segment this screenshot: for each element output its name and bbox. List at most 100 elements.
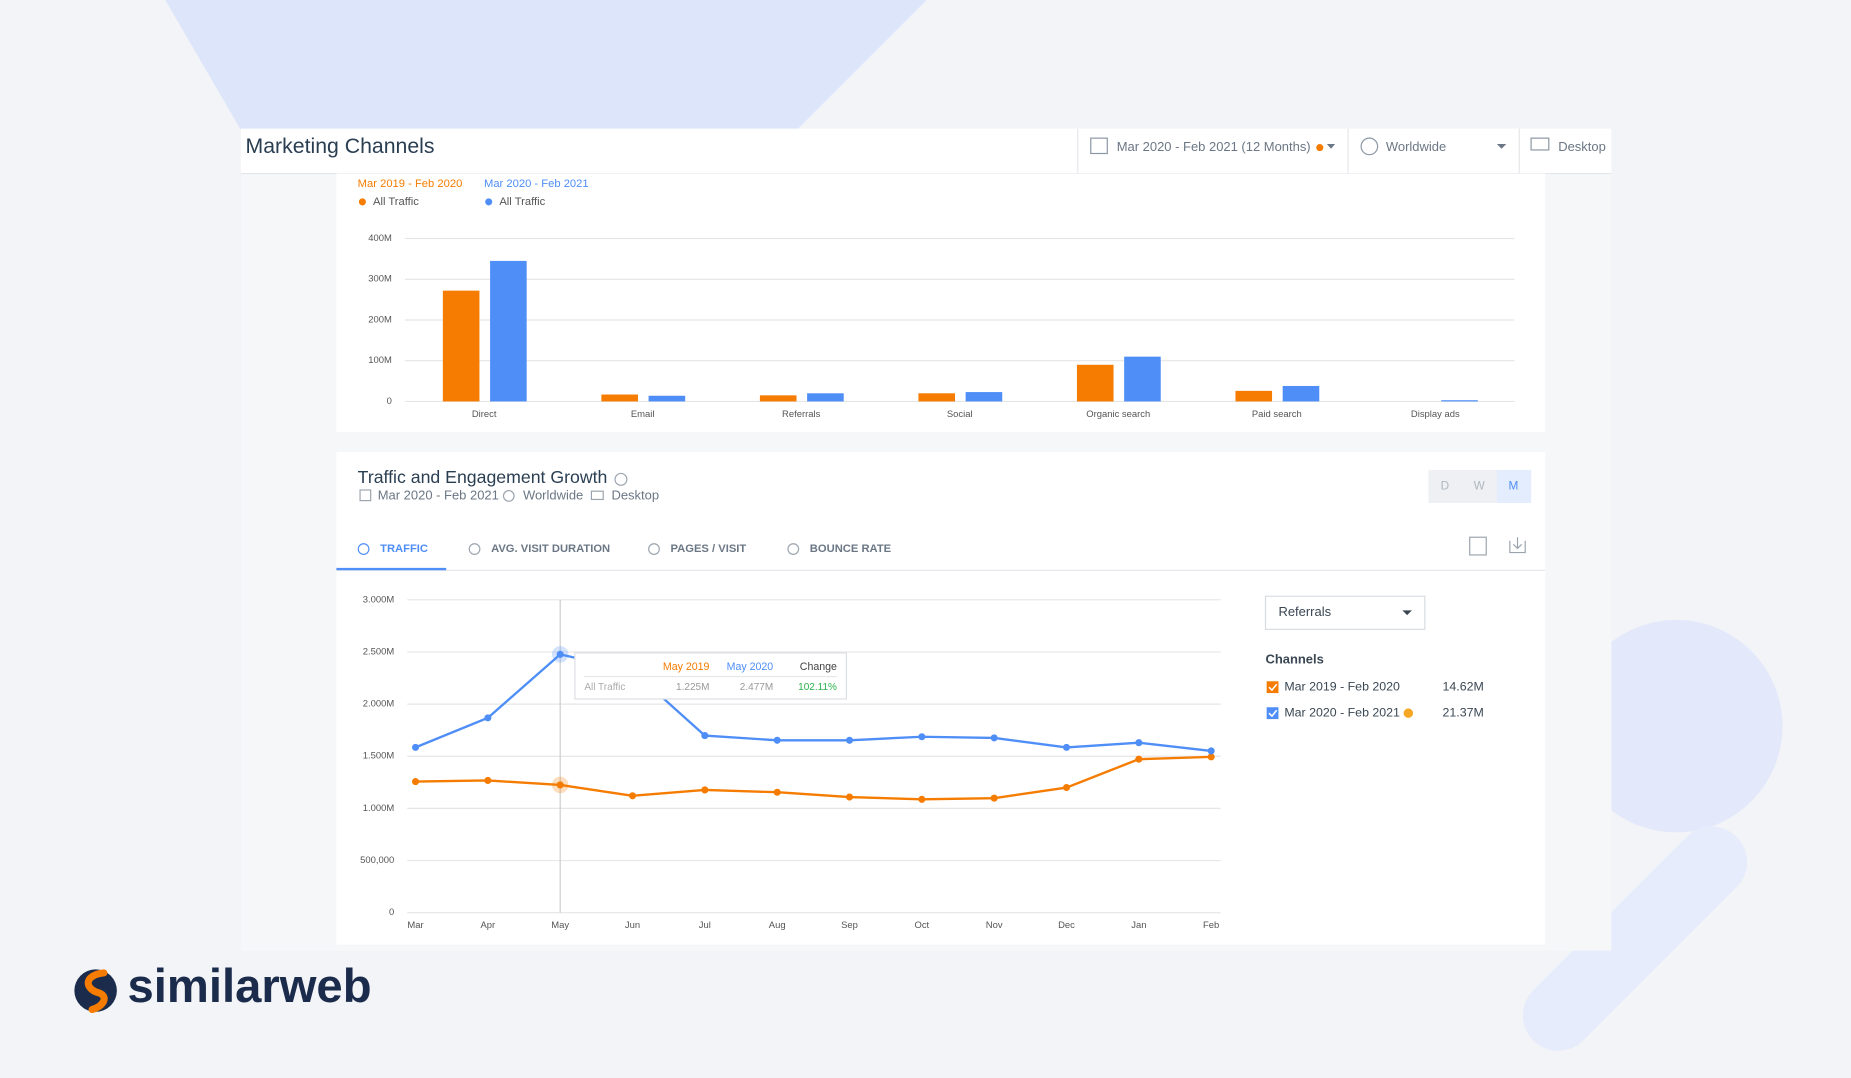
point bbox=[1207, 747, 1215, 755]
caret bbox=[1402, 610, 1412, 616]
monitor-icon bbox=[1530, 137, 1550, 151]
panel-country: Worldwide bbox=[523, 487, 583, 502]
y-tick-label: 100M bbox=[368, 355, 392, 366]
point bbox=[918, 733, 926, 741]
tab-icon bbox=[357, 543, 370, 555]
channel-total: 21.37M bbox=[1443, 705, 1484, 719]
point bbox=[628, 792, 637, 800]
globe-icon bbox=[1360, 137, 1379, 156]
bg-circle bbox=[1570, 619, 1783, 833]
bar bbox=[442, 290, 480, 402]
brand: similarweb bbox=[127, 960, 371, 1013]
x-tick-label: Email bbox=[631, 409, 655, 420]
line-chart: 0 500,000 1.000M 1.500M 2.000M 2.500M 3.000M Ma… bbox=[360, 594, 1221, 931]
x-tick-label: Referrals bbox=[782, 409, 821, 420]
tab[interactable]: PAGES / VISIT bbox=[671, 543, 747, 555]
granularity-option[interactable]: W bbox=[1474, 479, 1486, 493]
tab[interactable]: TRAFFIC bbox=[380, 543, 428, 555]
channel-dropdown[interactable] bbox=[1264, 595, 1426, 630]
date-range[interactable]: Mar 2020 - Feb 2021 (12 Months) bbox=[1117, 139, 1311, 154]
x-tick-label: Feb bbox=[1203, 920, 1219, 931]
device[interactable]: Desktop bbox=[1558, 139, 1606, 154]
y-tick-label: 0 bbox=[387, 396, 392, 407]
point bbox=[411, 778, 420, 786]
bar bbox=[918, 393, 956, 402]
point bbox=[845, 736, 854, 744]
granularity-option[interactable]: M bbox=[1508, 479, 1518, 493]
channel-label: Mar 2019 - Feb 2020 bbox=[1284, 679, 1400, 693]
x-tick-label: Jun bbox=[625, 920, 640, 931]
point bbox=[484, 776, 492, 784]
point bbox=[701, 786, 709, 794]
x-tick-label: Oct bbox=[915, 920, 930, 931]
download-icon[interactable] bbox=[1509, 537, 1526, 554]
tabs: TRAFFIC AVG. VISIT DURATION PAGES / VISIT B… bbox=[357, 543, 892, 555]
x-tick-label: Nov bbox=[986, 920, 1003, 931]
bar bbox=[648, 395, 686, 402]
channel-total: 14.62M bbox=[1443, 679, 1484, 693]
tab[interactable]: AVG. VISIT DURATION bbox=[491, 543, 610, 555]
globe-icon bbox=[502, 490, 515, 502]
point bbox=[411, 743, 420, 751]
tab-icon bbox=[787, 543, 800, 555]
point bbox=[1207, 753, 1215, 761]
tab[interactable]: BOUNCE RATE bbox=[810, 543, 892, 555]
card-header bbox=[240, 128, 1612, 174]
tooltip-header: May 2020 bbox=[727, 661, 774, 673]
x-tick-label: Paid search bbox=[1252, 409, 1302, 420]
point bbox=[701, 732, 709, 740]
bar bbox=[1441, 400, 1478, 402]
x-tick-label: Jan bbox=[1131, 920, 1146, 931]
point bbox=[556, 650, 564, 658]
legend-dot bbox=[358, 198, 366, 206]
panel-date: Mar 2020 - Feb 2021 bbox=[378, 487, 499, 502]
tooltip-header: Change bbox=[800, 661, 837, 673]
panel-title: Traffic and Engagement Growth bbox=[358, 467, 608, 487]
tooltip-value: 2.477M bbox=[740, 682, 773, 693]
point bbox=[990, 734, 998, 742]
tooltip-header: May 2019 bbox=[663, 661, 710, 673]
point bbox=[918, 795, 926, 803]
line-card bbox=[336, 452, 1546, 945]
channels-list: Mar 2019 - Feb 2020 14.62M Mar 2020 - Feb … bbox=[1266, 679, 1484, 720]
y-tick-label: 300M bbox=[368, 274, 392, 285]
point bbox=[845, 793, 854, 801]
x-tick-label: Jul bbox=[699, 920, 711, 931]
series-line bbox=[415, 755, 1212, 801]
info-icon[interactable] bbox=[614, 472, 628, 486]
legend-series: Mar 2020 - Feb 2021 bbox=[484, 178, 589, 190]
series-line bbox=[415, 653, 1212, 753]
x-tick-label: Organic search bbox=[1086, 409, 1150, 420]
y-tick-label: 400M bbox=[368, 233, 392, 244]
y-tick-label: 1.500M bbox=[363, 751, 395, 762]
country[interactable]: Worldwide bbox=[1386, 139, 1446, 154]
checkbox[interactable] bbox=[1266, 707, 1279, 720]
channel-label: Mar 2020 - Feb 2021 bbox=[1284, 705, 1400, 719]
point bbox=[1135, 739, 1143, 747]
trophy-icon bbox=[1403, 708, 1414, 718]
bar bbox=[490, 260, 527, 402]
tooltip-value: 1.225M bbox=[676, 682, 709, 693]
checkbox[interactable] bbox=[1266, 681, 1279, 694]
point bbox=[556, 781, 564, 789]
tooltip-value: 102.11% bbox=[798, 682, 837, 693]
x-tick-label: Dec bbox=[1058, 920, 1075, 931]
granularity-option[interactable]: D bbox=[1441, 479, 1450, 493]
bar bbox=[1235, 390, 1273, 402]
x-tick-label: Sep bbox=[841, 920, 858, 931]
x-tick-label: Direct bbox=[472, 409, 497, 420]
y-tick-label: 3.000M bbox=[363, 594, 395, 605]
channel-select[interactable]: Referrals bbox=[1278, 604, 1331, 619]
point bbox=[1062, 743, 1071, 751]
legend-series: Mar 2019 - Feb 2020 bbox=[358, 178, 463, 190]
bg-shape bbox=[165, 0, 927, 130]
bar bbox=[759, 395, 797, 402]
x-tick-label: Social bbox=[947, 409, 973, 420]
bar bbox=[601, 394, 638, 402]
point bbox=[773, 736, 781, 744]
y-tick-label: 2.000M bbox=[363, 699, 395, 710]
excel-icon[interactable] bbox=[1469, 536, 1487, 556]
legend-sublabel: All Traffic bbox=[373, 196, 419, 208]
